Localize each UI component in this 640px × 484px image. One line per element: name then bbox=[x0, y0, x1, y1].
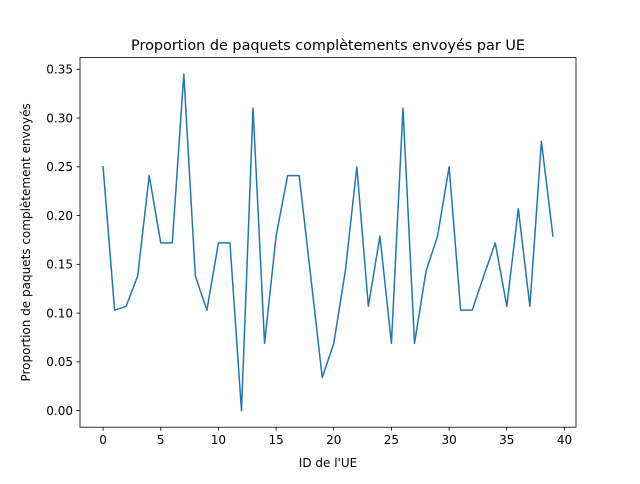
data-point bbox=[241, 410, 243, 412]
plot-frame bbox=[79, 57, 577, 428]
data-point bbox=[298, 175, 300, 177]
series-layer bbox=[102, 73, 554, 412]
data-point bbox=[448, 166, 450, 168]
data-point bbox=[379, 235, 381, 237]
data-point bbox=[171, 242, 173, 244]
data-point bbox=[321, 377, 323, 379]
data-point bbox=[229, 242, 231, 244]
data-point bbox=[333, 343, 335, 345]
x-tick-label: 35 bbox=[499, 433, 514, 447]
data-point bbox=[414, 343, 416, 345]
data-point bbox=[125, 305, 127, 307]
data-point bbox=[102, 166, 104, 168]
data-point bbox=[425, 270, 427, 272]
x-tick-label: 15 bbox=[268, 433, 283, 447]
x-tick-label: 20 bbox=[326, 433, 341, 447]
data-point bbox=[529, 305, 531, 307]
data-point bbox=[264, 343, 266, 345]
data-point bbox=[471, 309, 473, 311]
data-point bbox=[368, 305, 370, 307]
data-point bbox=[460, 309, 462, 311]
data-point bbox=[402, 108, 404, 110]
x-tick-label: 5 bbox=[157, 433, 165, 447]
series-line bbox=[102, 73, 554, 412]
data-point bbox=[218, 242, 220, 244]
data-point bbox=[541, 141, 543, 143]
x-axis-label: ID de l'UE bbox=[299, 456, 357, 470]
x-tick-label: 40 bbox=[557, 433, 572, 447]
data-point bbox=[137, 275, 139, 277]
data-point bbox=[206, 309, 208, 311]
data-point bbox=[506, 305, 508, 307]
y-tick-label: 0.15 bbox=[46, 258, 73, 272]
data-point bbox=[494, 242, 496, 244]
x-axis-ticks: 0 5 10 15 20 25 30 35 40 bbox=[99, 427, 572, 447]
data-point bbox=[148, 175, 150, 177]
x-tick-label: 0 bbox=[99, 433, 107, 447]
y-tick-label: 0.35 bbox=[46, 63, 73, 77]
data-point bbox=[356, 166, 358, 168]
y-tick-label: 0.00 bbox=[46, 404, 73, 418]
y-tick-label: 0.30 bbox=[46, 111, 73, 125]
y-tick-label: 0.25 bbox=[46, 160, 73, 174]
plot-area-background bbox=[80, 57, 576, 428]
data-point bbox=[287, 175, 289, 177]
data-point bbox=[391, 343, 393, 345]
y-axis-label: Proportion de paquets complètement envoy… bbox=[19, 103, 33, 381]
data-point bbox=[114, 309, 116, 311]
data-point bbox=[310, 275, 312, 277]
y-axis-ticks: 0.00 0.05 0.10 0.15 0.20 0.25 0.30 0.35 bbox=[46, 63, 80, 418]
data-point bbox=[275, 235, 277, 237]
x-tick-label: 30 bbox=[441, 433, 456, 447]
data-point bbox=[345, 270, 347, 272]
y-tick-label: 0.10 bbox=[46, 306, 73, 320]
data-point bbox=[195, 275, 197, 277]
y-tick-label: 0.05 bbox=[46, 355, 73, 369]
data-point bbox=[437, 235, 439, 237]
data-point bbox=[483, 275, 485, 277]
data-point bbox=[183, 73, 185, 75]
chart-title: Proportion de paquets complètements envo… bbox=[131, 38, 525, 54]
data-point bbox=[252, 108, 254, 110]
x-tick-label: 25 bbox=[384, 433, 399, 447]
x-tick-label: 10 bbox=[211, 433, 226, 447]
data-point bbox=[518, 208, 520, 210]
y-tick-label: 0.20 bbox=[46, 209, 73, 223]
data-point bbox=[552, 235, 554, 237]
data-point bbox=[160, 242, 162, 244]
